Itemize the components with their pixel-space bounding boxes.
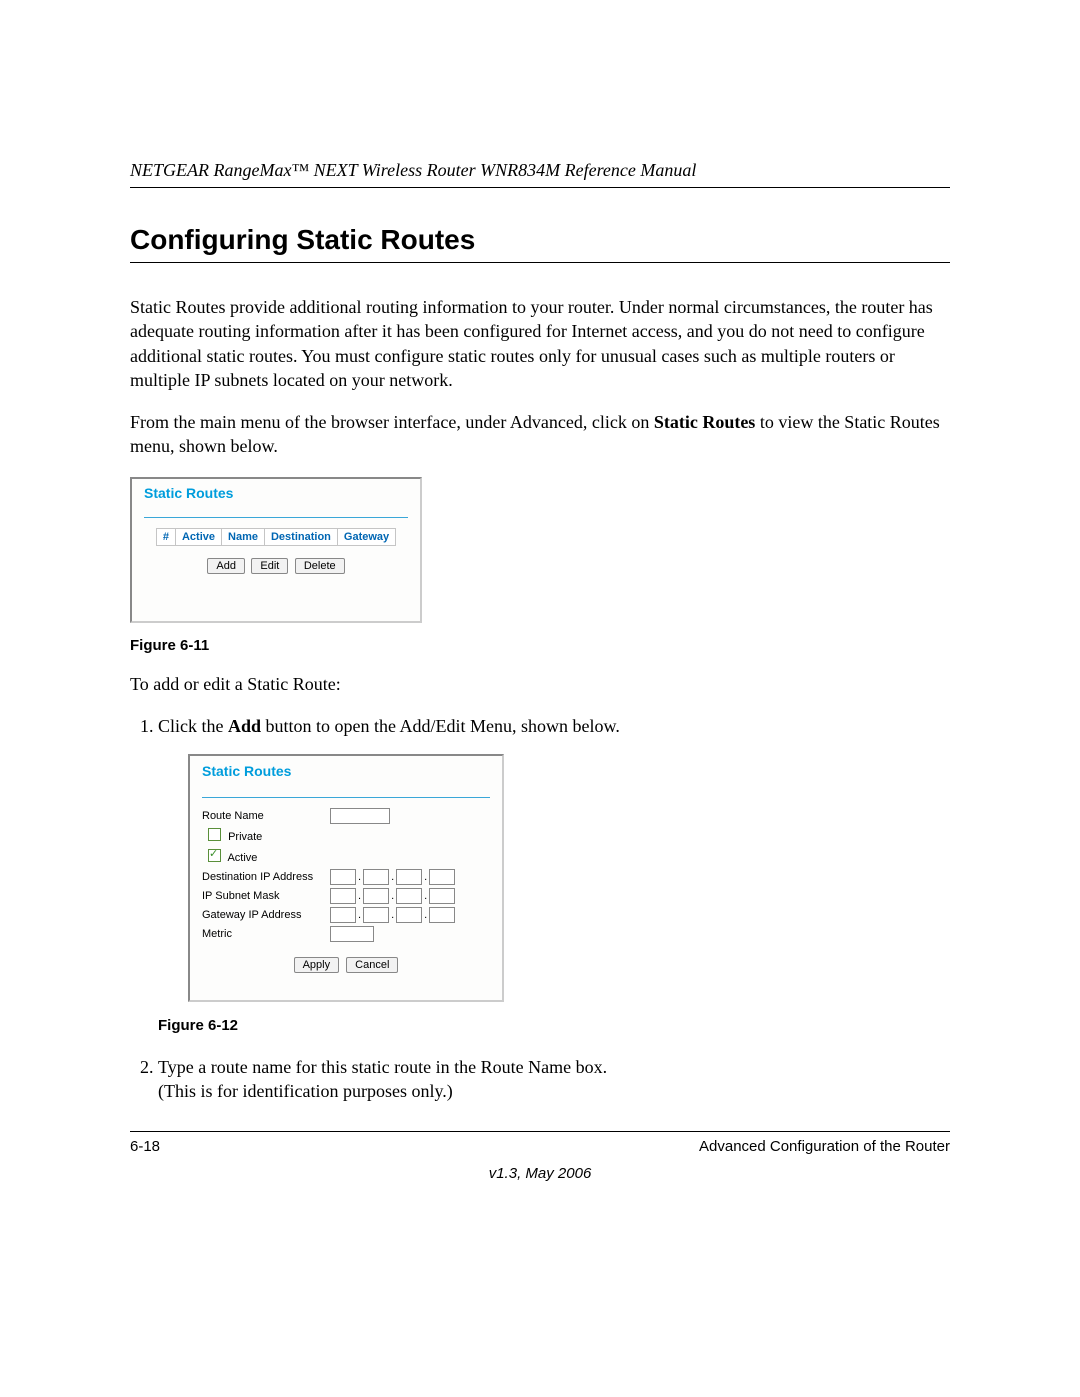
dot-icon: . <box>358 870 361 885</box>
figure-12-caption: Figure 6-12 <box>158 1016 950 1036</box>
subnet-oct4[interactable] <box>429 888 455 904</box>
dot-icon: . <box>358 889 361 904</box>
row-route-name: Route Name <box>202 808 490 824</box>
dest-ip-oct1[interactable] <box>330 869 356 885</box>
active-label: Active <box>227 852 257 864</box>
static-routes-list-panel: Static Routes # Active Name Destination … <box>130 477 422 623</box>
static-routes-edit-panel: Static Routes Route Name Private Active … <box>188 754 504 1002</box>
gateway-oct4[interactable] <box>429 907 455 923</box>
footer-line: 6-18 Advanced Configuration of the Route… <box>130 1132 950 1155</box>
cancel-button[interactable]: Cancel <box>346 957 398 973</box>
gateway-oct3[interactable] <box>396 907 422 923</box>
panel-divider <box>144 517 408 518</box>
subnet-label: IP Subnet Mask <box>202 889 330 904</box>
route-name-label: Route Name <box>202 809 330 824</box>
routes-table: # Active Name Destination Gateway <box>156 528 396 546</box>
row-gateway: Gateway IP Address . . . <box>202 907 490 923</box>
row-dest-ip: Destination IP Address . . . <box>202 869 490 885</box>
manual-page: NETGEAR RangeMax™ NEXT Wireless Router W… <box>0 0 1080 1397</box>
private-checkbox[interactable] <box>208 828 221 841</box>
row-private: Private <box>208 827 490 845</box>
step1-pre: Click the <box>158 716 228 736</box>
list-button-row: Add Edit Delete <box>144 556 408 574</box>
edit-button-row: Apply Cancel <box>202 950 490 974</box>
panel-title: Static Routes <box>202 762 490 781</box>
page-number: 6-18 <box>130 1138 160 1155</box>
version-date: v1.3, May 2006 <box>130 1165 950 1182</box>
row-metric: Metric <box>202 926 490 942</box>
steps-list: Click the Add button to open the Add/Edi… <box>130 714 950 1103</box>
dest-ip-oct2[interactable] <box>363 869 389 885</box>
step1-term: Add <box>228 716 261 736</box>
gateway-oct1[interactable] <box>330 907 356 923</box>
subnet-oct2[interactable] <box>363 888 389 904</box>
step2-line2: (This is for identification purposes onl… <box>158 1081 453 1101</box>
col-name: Name <box>222 528 265 545</box>
apply-button[interactable]: Apply <box>294 957 340 973</box>
figure-11-caption: Figure 6-11 <box>130 637 950 654</box>
step-1: Click the Add button to open the Add/Edi… <box>158 714 950 1037</box>
row-active: Active <box>208 848 490 866</box>
para2-pre: From the main menu of the browser interf… <box>130 412 654 432</box>
running-header: NETGEAR RangeMax™ NEXT Wireless Router W… <box>130 160 950 188</box>
gateway-oct2[interactable] <box>363 907 389 923</box>
col-dest: Destination <box>264 528 337 545</box>
metric-input[interactable] <box>330 926 374 942</box>
dest-ip-oct4[interactable] <box>429 869 455 885</box>
add-edit-intro: To add or edit a Static Route: <box>130 672 950 696</box>
step-2: Type a route name for this static route … <box>158 1055 950 1104</box>
edit-button[interactable]: Edit <box>251 558 288 574</box>
step2-line1: Type a route name for this static route … <box>158 1057 607 1077</box>
panel-divider <box>202 797 490 798</box>
dest-ip-oct3[interactable] <box>396 869 422 885</box>
delete-button[interactable]: Delete <box>295 558 345 574</box>
dot-icon: . <box>424 908 427 923</box>
dot-icon: . <box>424 870 427 885</box>
dot-icon: . <box>391 870 394 885</box>
dot-icon: . <box>391 889 394 904</box>
section-heading: Configuring Static Routes <box>130 224 950 256</box>
add-button[interactable]: Add <box>207 558 245 574</box>
route-name-input[interactable] <box>330 808 390 824</box>
metric-label: Metric <box>202 927 330 942</box>
subnet-oct3[interactable] <box>396 888 422 904</box>
subnet-oct1[interactable] <box>330 888 356 904</box>
dot-icon: . <box>424 889 427 904</box>
col-gateway: Gateway <box>337 528 395 545</box>
para2-term: Static Routes <box>654 412 756 432</box>
step1-post: button to open the Add/Edit Menu, shown … <box>261 716 620 736</box>
panel-title: Static Routes <box>144 485 408 501</box>
active-checkbox[interactable] <box>208 849 221 862</box>
paragraph-nav: From the main menu of the browser interf… <box>130 410 950 459</box>
chapter-title: Advanced Configuration of the Router <box>699 1138 950 1155</box>
dot-icon: . <box>358 908 361 923</box>
col-active: Active <box>175 528 221 545</box>
dot-icon: . <box>391 908 394 923</box>
dest-ip-label: Destination IP Address <box>202 870 330 885</box>
col-num: # <box>156 528 175 545</box>
row-subnet: IP Subnet Mask . . . <box>202 888 490 904</box>
paragraph-intro: Static Routes provide additional routing… <box>130 295 950 392</box>
gateway-label: Gateway IP Address <box>202 908 330 923</box>
private-label: Private <box>228 831 262 843</box>
heading-rule <box>130 262 950 263</box>
